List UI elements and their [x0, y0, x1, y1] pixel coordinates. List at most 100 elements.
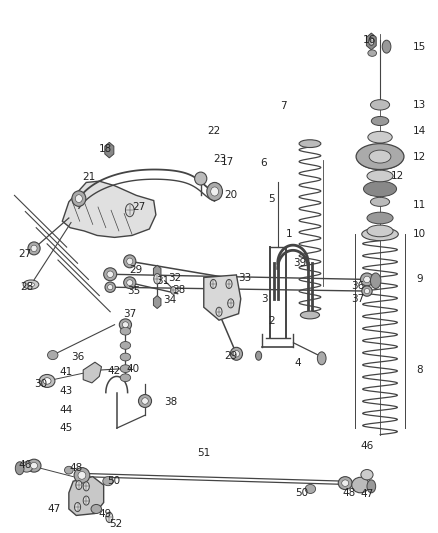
- Ellipse shape: [142, 398, 148, 404]
- Text: 21: 21: [82, 172, 95, 182]
- Ellipse shape: [362, 286, 372, 296]
- Circle shape: [83, 482, 89, 491]
- Text: 51: 51: [197, 448, 210, 458]
- Circle shape: [15, 462, 24, 475]
- Circle shape: [74, 503, 81, 512]
- Text: 27: 27: [132, 202, 145, 212]
- Circle shape: [367, 480, 376, 493]
- Text: 46: 46: [360, 441, 374, 450]
- Text: 31: 31: [156, 277, 169, 286]
- Circle shape: [228, 299, 234, 308]
- Polygon shape: [83, 362, 102, 383]
- Ellipse shape: [207, 182, 223, 200]
- Ellipse shape: [367, 212, 393, 224]
- Text: 3: 3: [261, 294, 268, 304]
- Text: 11: 11: [413, 200, 426, 210]
- Circle shape: [369, 38, 374, 45]
- Ellipse shape: [356, 144, 404, 169]
- Ellipse shape: [72, 191, 86, 206]
- Ellipse shape: [78, 472, 86, 479]
- Text: 39: 39: [293, 259, 306, 268]
- Ellipse shape: [91, 504, 102, 513]
- Circle shape: [210, 279, 216, 288]
- Polygon shape: [69, 477, 104, 515]
- Text: 45: 45: [59, 423, 72, 433]
- Polygon shape: [107, 513, 112, 521]
- Ellipse shape: [124, 277, 136, 288]
- Ellipse shape: [299, 140, 321, 148]
- Circle shape: [382, 40, 391, 53]
- Text: 50: 50: [295, 488, 308, 498]
- Text: 50: 50: [107, 476, 120, 486]
- Ellipse shape: [105, 282, 116, 293]
- Ellipse shape: [369, 150, 391, 163]
- Ellipse shape: [371, 197, 390, 206]
- Circle shape: [171, 287, 176, 294]
- Ellipse shape: [367, 170, 393, 182]
- Text: 10: 10: [413, 229, 426, 239]
- Circle shape: [255, 351, 261, 360]
- Ellipse shape: [119, 319, 131, 330]
- Text: 12: 12: [413, 151, 426, 161]
- Polygon shape: [62, 181, 156, 237]
- Ellipse shape: [342, 480, 349, 486]
- Text: 37: 37: [123, 309, 136, 319]
- Text: 46: 46: [19, 460, 32, 470]
- Text: 18: 18: [99, 144, 112, 154]
- Circle shape: [226, 279, 232, 288]
- Circle shape: [216, 307, 222, 316]
- Ellipse shape: [31, 245, 37, 252]
- Ellipse shape: [120, 342, 131, 349]
- Circle shape: [83, 496, 89, 505]
- Text: 12: 12: [391, 171, 404, 181]
- Ellipse shape: [211, 187, 219, 196]
- Text: 29: 29: [130, 265, 143, 274]
- Ellipse shape: [64, 466, 73, 474]
- Text: 20: 20: [225, 190, 238, 200]
- Text: 37: 37: [352, 294, 365, 304]
- Ellipse shape: [28, 282, 35, 287]
- Ellipse shape: [75, 195, 82, 203]
- Text: 36: 36: [71, 352, 84, 362]
- Ellipse shape: [352, 477, 369, 493]
- Ellipse shape: [104, 268, 117, 281]
- Ellipse shape: [364, 276, 370, 282]
- Ellipse shape: [108, 285, 113, 290]
- Text: 52: 52: [109, 519, 122, 529]
- Text: 16: 16: [363, 35, 376, 45]
- Text: 8: 8: [416, 365, 423, 375]
- Text: 30: 30: [34, 379, 47, 389]
- Text: 23: 23: [213, 154, 226, 164]
- Text: 4: 4: [294, 359, 300, 368]
- Circle shape: [125, 204, 134, 217]
- Ellipse shape: [127, 258, 133, 264]
- Ellipse shape: [230, 348, 243, 360]
- Text: 48: 48: [342, 488, 355, 498]
- Text: 38: 38: [165, 397, 178, 407]
- Ellipse shape: [368, 131, 392, 143]
- Text: 36: 36: [352, 281, 365, 291]
- Text: 27: 27: [19, 248, 32, 259]
- Ellipse shape: [194, 172, 207, 185]
- Text: 6: 6: [261, 158, 267, 168]
- Ellipse shape: [120, 353, 131, 361]
- Ellipse shape: [138, 394, 152, 407]
- Text: 40: 40: [126, 364, 139, 374]
- Ellipse shape: [362, 228, 398, 240]
- Text: 42: 42: [107, 366, 120, 376]
- Text: 7: 7: [280, 101, 287, 111]
- Ellipse shape: [120, 327, 131, 335]
- Text: 44: 44: [59, 405, 72, 415]
- Text: 32: 32: [168, 273, 181, 283]
- Ellipse shape: [364, 181, 396, 197]
- Ellipse shape: [47, 351, 58, 360]
- Ellipse shape: [364, 288, 370, 294]
- Ellipse shape: [368, 50, 377, 56]
- Ellipse shape: [43, 378, 51, 384]
- Text: 5: 5: [268, 193, 275, 204]
- Ellipse shape: [124, 255, 136, 268]
- Ellipse shape: [31, 463, 38, 469]
- Text: 1: 1: [285, 229, 292, 239]
- Text: 41: 41: [59, 367, 72, 377]
- Text: 35: 35: [127, 286, 141, 296]
